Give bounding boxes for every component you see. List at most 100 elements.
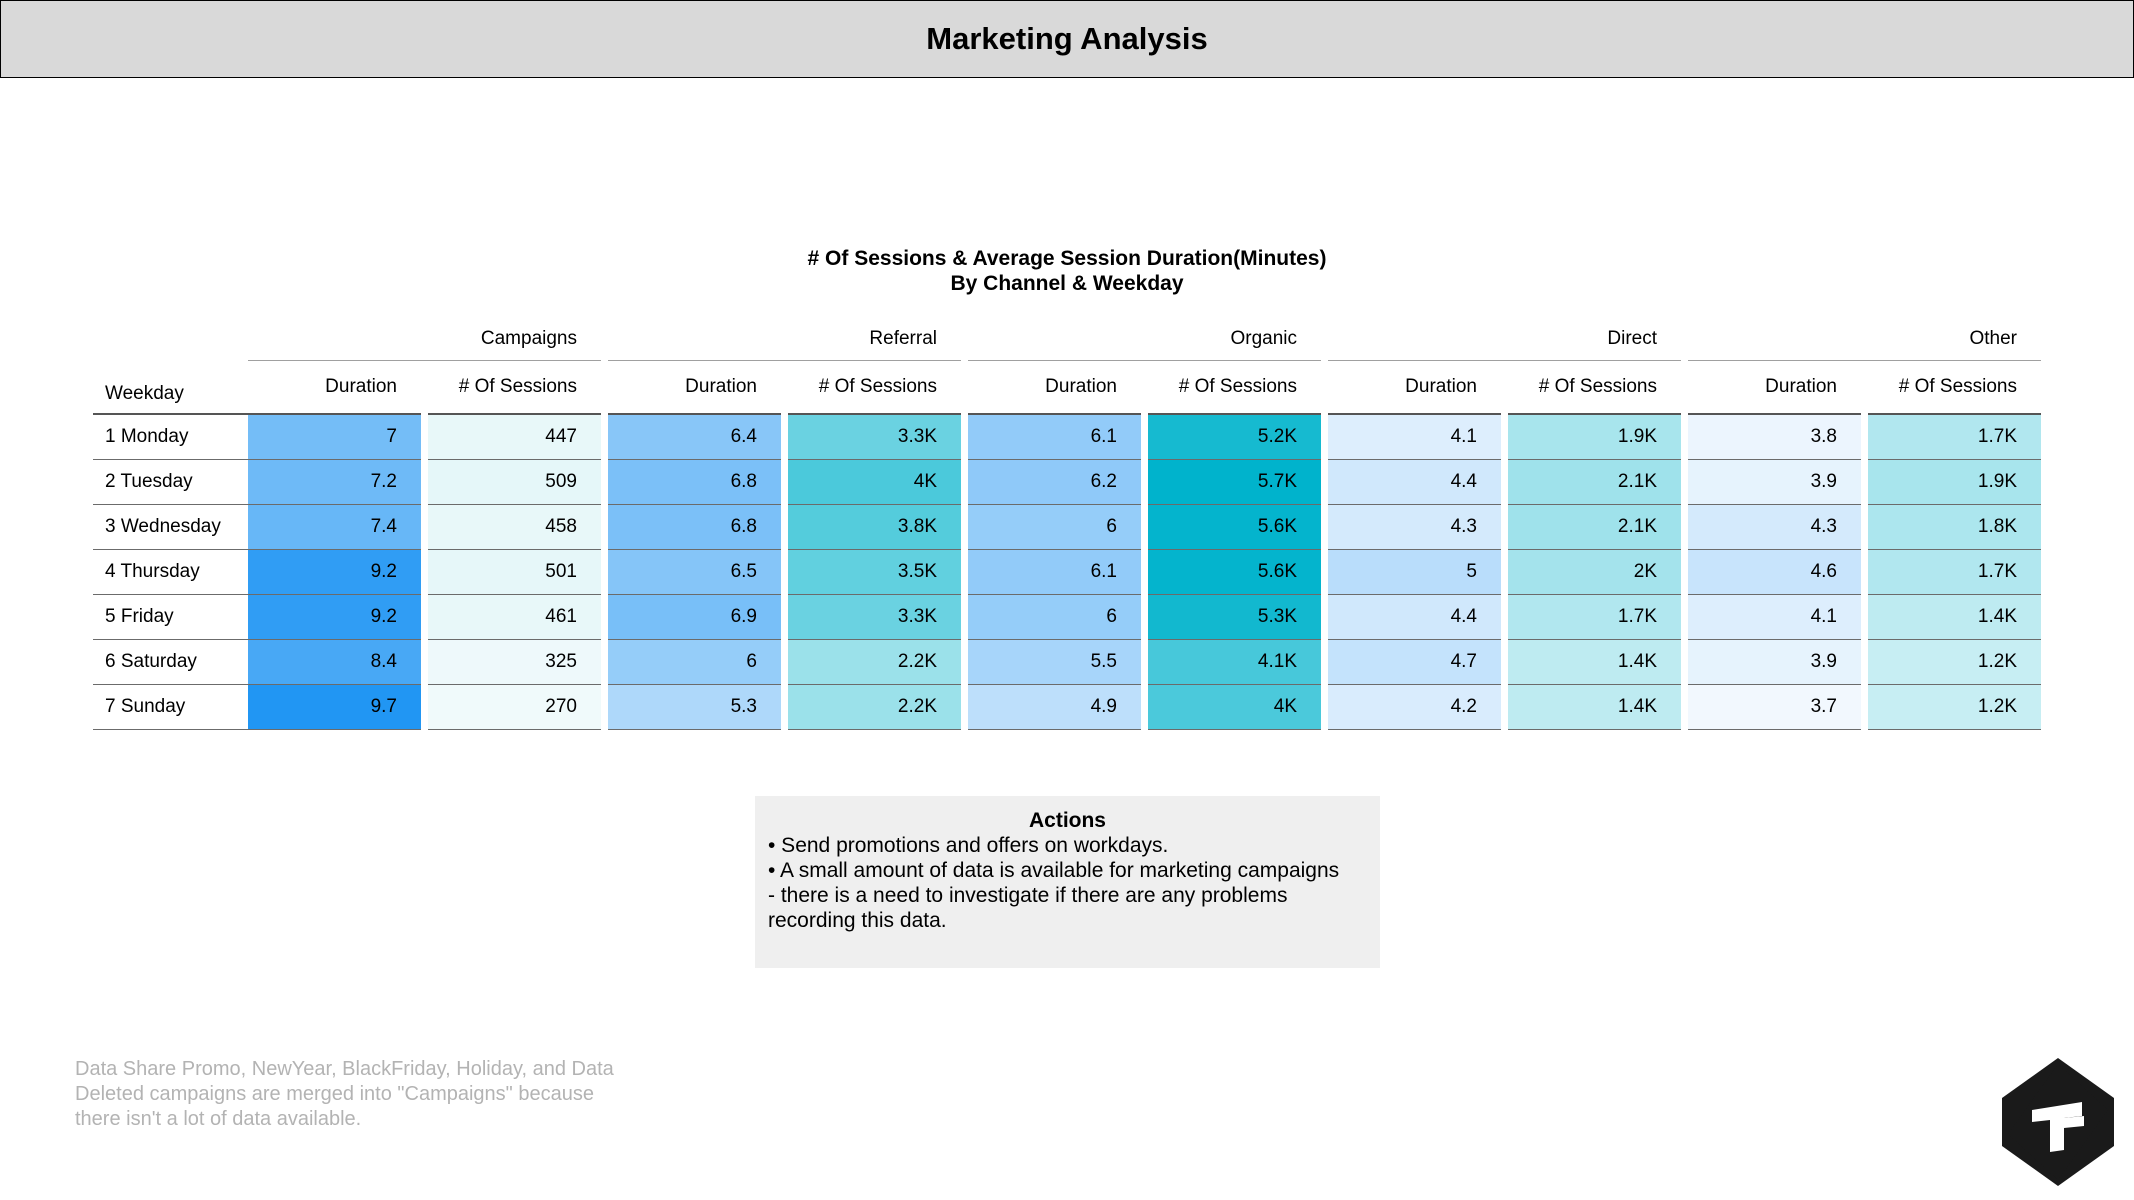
channel-header: Direct [1328, 318, 1681, 361]
duration-cell: 6.4 [608, 415, 781, 460]
weekday-cell: 1 Monday [93, 415, 248, 460]
sessions-cell: 4K [1148, 685, 1321, 730]
sessions-cell: 5.7K [1148, 460, 1321, 505]
duration-column-header: Duration [248, 361, 421, 415]
actions-line: recording this data. [768, 909, 947, 932]
duration-cell: 8.4 [248, 640, 421, 685]
duration-cell: 4.6 [1688, 550, 1861, 595]
sessions-cell: 1.7K [1868, 550, 2041, 595]
channel-header: Referral [608, 318, 961, 361]
actions-line: - there is a need to investigate if ther… [768, 884, 1288, 907]
sessions-cell: 458 [428, 505, 601, 550]
chart-title-line1: # Of Sessions & Average Session Duration… [807, 247, 1327, 270]
page-title: Marketing Analysis [926, 21, 1208, 56]
table-row: 6 Saturday 8.4 325 6 2.2K 5.5 4.1K 4.7 1.4K 3.9 1.… [93, 640, 2041, 685]
duration-cell: 7 [248, 415, 421, 460]
t-logo-icon [2002, 1058, 2114, 1186]
duration-cell: 6 [608, 640, 781, 685]
sessions-cell: 1.7K [1508, 595, 1681, 640]
duration-cell: 9.7 [248, 685, 421, 730]
sessions-cell: 4K [788, 460, 961, 505]
duration-cell: 4.2 [1328, 685, 1501, 730]
table-row: 3 Wednesday 7.4 458 6.8 3.8K 6 5.6K 4.3 2.1K 4.3 1… [93, 505, 2041, 550]
chart-title: # Of Sessions & Average Session Duration… [0, 246, 2134, 296]
duration-cell: 4.3 [1688, 505, 1861, 550]
weekday-cell: 5 Friday [93, 595, 248, 640]
duration-cell: 6.1 [968, 550, 1141, 595]
weekday-cell: 3 Wednesday [93, 505, 248, 550]
actions-box: Actions • Send promotions and offers on … [755, 796, 1380, 968]
actions-line: • Send promotions and offers on workdays… [768, 834, 1169, 857]
weekday-cell: 4 Thursday [93, 550, 248, 595]
weekday-cell: 6 Saturday [93, 640, 248, 685]
duration-cell: 6 [968, 505, 1141, 550]
sessions-cell: 461 [428, 595, 601, 640]
duration-cell: 6 [968, 595, 1141, 640]
sessions-cell: 2.1K [1508, 460, 1681, 505]
sessions-cell: 1.2K [1868, 685, 2041, 730]
sessions-cell: 5.6K [1148, 550, 1321, 595]
duration-cell: 4.1 [1328, 415, 1501, 460]
duration-cell: 9.2 [248, 550, 421, 595]
sessions-column-header: # Of Sessions [1508, 361, 1681, 415]
duration-cell: 5.5 [968, 640, 1141, 685]
duration-column-header: Duration [1328, 361, 1501, 415]
duration-cell: 3.8 [1688, 415, 1861, 460]
sessions-column-header: # Of Sessions [788, 361, 961, 415]
table-row: 1 Monday 7 447 6.4 3.3K 6.1 5.2K 4.1 1.9K 3.8 1.7K [93, 415, 2041, 460]
duration-cell: 6.5 [608, 550, 781, 595]
duration-cell: 6.1 [968, 415, 1141, 460]
duration-cell: 4.4 [1328, 595, 1501, 640]
duration-cell: 7.4 [248, 505, 421, 550]
table-row: 5 Friday 9.2 461 6.9 3.3K 6 5.3K 4.4 1.7K 4.1 1.4K [93, 595, 2041, 640]
duration-cell: 4.4 [1328, 460, 1501, 505]
duration-cell: 4.3 [1328, 505, 1501, 550]
channel-header: Organic [968, 318, 1321, 361]
duration-cell: 3.9 [1688, 640, 1861, 685]
sessions-cell: 2.2K [788, 640, 961, 685]
sessions-cell: 270 [428, 685, 601, 730]
duration-cell: 4.9 [968, 685, 1141, 730]
weekday-cell: 2 Tuesday [93, 460, 248, 505]
footnote-line: Data Share Promo, NewYear, BlackFriday, … [75, 1058, 614, 1080]
footnote-line: Deleted campaigns are merged into "Campa… [75, 1083, 594, 1105]
sessions-cell: 1.4K [1508, 640, 1681, 685]
sessions-cell: 2.1K [1508, 505, 1681, 550]
footnote: Data Share Promo, NewYear, BlackFriday, … [75, 1057, 675, 1132]
duration-cell: 3.7 [1688, 685, 1861, 730]
duration-column-header: Duration [1688, 361, 1861, 415]
sessions-cell: 5.6K [1148, 505, 1321, 550]
header-bar: Marketing Analysis [0, 0, 2134, 78]
sessions-cell: 2.2K [788, 685, 961, 730]
sessions-cell: 3.3K [788, 415, 961, 460]
table-row: 7 Sunday 9.7 270 5.3 2.2K 4.9 4K 4.2 1.4K 3.7 1.2K [93, 685, 2041, 730]
sessions-cell: 1.4K [1508, 685, 1681, 730]
sessions-cell: 1.9K [1508, 415, 1681, 460]
duration-cell: 6.8 [608, 460, 781, 505]
duration-cell: 4.1 [1688, 595, 1861, 640]
duration-cell: 4.7 [1328, 640, 1501, 685]
table-row: 4 Thursday 9.2 501 6.5 3.5K 6.1 5.6K 5 2K 4.6 1.7K [93, 550, 2041, 595]
duration-cell: 7.2 [248, 460, 421, 505]
duration-cell: 6.8 [608, 505, 781, 550]
duration-cell: 5 [1328, 550, 1501, 595]
weekday-column-header: Weekday [93, 361, 248, 415]
heatmap-table: Campaigns Referral Organic Direct Other Weekd… [93, 318, 2041, 730]
table-row: 2 Tuesday 7.2 509 6.8 4K 6.2 5.7K 4.4 2.1K 3.9 1.9… [93, 460, 2041, 505]
duration-cell: 6.2 [968, 460, 1141, 505]
duration-cell: 6.9 [608, 595, 781, 640]
sessions-cell: 2K [1508, 550, 1681, 595]
duration-cell: 9.2 [248, 595, 421, 640]
footnote-line: there isn't a lot of data available. [75, 1108, 362, 1130]
sessions-cell: 1.7K [1868, 415, 2041, 460]
sessions-cell: 4.1K [1148, 640, 1321, 685]
channel-header: Other [1688, 318, 2041, 361]
sessions-cell: 1.4K [1868, 595, 2041, 640]
sessions-cell: 501 [428, 550, 601, 595]
chart-title-line2: By Channel & Weekday [950, 272, 1184, 295]
duration-cell: 3.9 [1688, 460, 1861, 505]
sessions-cell: 3.5K [788, 550, 961, 595]
weekday-cell: 7 Sunday [93, 685, 248, 730]
sessions-column-header: # Of Sessions [1148, 361, 1321, 415]
